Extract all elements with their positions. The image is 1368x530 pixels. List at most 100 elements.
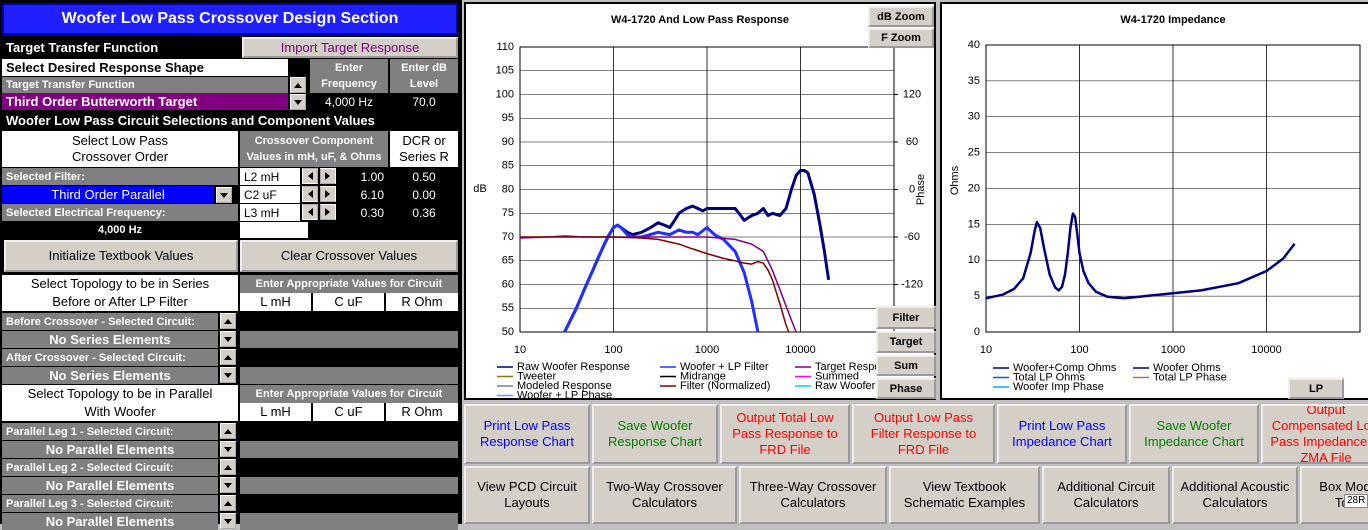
chart-title: W4-1720 And Low Pass Response [611, 14, 789, 26]
clear-button[interactable]: Clear Crossover Values [240, 240, 458, 272]
y-tick-label: 95 [502, 112, 514, 124]
scroll-down[interactable] [220, 477, 236, 493]
cell-reference: 28R [1344, 494, 1368, 508]
scroll-down[interactable] [290, 94, 306, 110]
column-header: L mH [240, 293, 311, 311]
x-tick-label: 10 [980, 344, 992, 356]
value-row [240, 331, 458, 348]
scroll-up[interactable] [220, 313, 236, 329]
chart-button[interactable]: LP [1288, 378, 1344, 399]
chart-button[interactable]: Phase [876, 378, 936, 399]
value-cell [313, 423, 384, 440]
scroll-up[interactable] [220, 459, 236, 475]
value-row [240, 367, 458, 384]
left-panel: Woofer Low Pass Crossover Design Section… [0, 0, 462, 530]
y-tick-label: 55 [502, 302, 514, 314]
init-button[interactable]: Initialize Textbook Values [4, 240, 238, 272]
blank-cell [240, 222, 308, 238]
x-tick-label: 10000 [1251, 344, 1282, 356]
scroll-down[interactable] [220, 331, 236, 347]
row-value: No Parallel Elements [2, 513, 218, 530]
action-button[interactable]: Additional Circuit Calculators [1042, 466, 1170, 524]
arrow-left[interactable] [302, 168, 318, 184]
action-button[interactable]: Print Low Pass Impedance Chart [997, 404, 1127, 464]
scroll-down[interactable] [220, 513, 236, 529]
component-dcr: 0.50 [390, 168, 458, 185]
arrow-left[interactable] [302, 186, 318, 202]
value-cell [240, 349, 311, 366]
label: Selected Filter: [2, 168, 238, 185]
y-tick-label: 80 [502, 183, 514, 195]
y-tick-label: 20 [968, 182, 980, 194]
chart-button[interactable]: Target [876, 331, 936, 353]
column-header: L mH [240, 403, 311, 421]
legend-label: Tweeter [517, 370, 556, 382]
y-axis-label: Ohms [949, 165, 961, 195]
scroll-down[interactable] [220, 441, 236, 457]
action-button[interactable]: Output Low Pass Filter Response to FRD F… [852, 404, 995, 464]
label: Target Transfer Function [2, 37, 240, 58]
row-value: No Series Elements [2, 367, 218, 384]
x-tick-label: 1000 [695, 344, 719, 356]
label: With Woofer [2, 403, 238, 421]
target-shape: Third Order Butterworth Target [2, 93, 288, 110]
legend-label: Woofer Imp Phase [1013, 381, 1104, 393]
response-chart: W4-1720 And Low Pass Response 50 55 60 65 70 7… [464, 2, 936, 400]
arrow-left[interactable] [302, 204, 318, 220]
action-button[interactable]: Two-Way Crossover Calculators [592, 466, 737, 524]
action-button[interactable]: Three-Way Crossover Calculators [739, 466, 887, 524]
action-button[interactable]: Output Total Low Pass Response to FRD Fi… [720, 404, 850, 464]
import-button[interactable]: Import Target Response [242, 37, 458, 58]
label: Select Topology to be in Series [2, 275, 238, 293]
action-button[interactable]: View Textbook Schematic Examples [889, 466, 1040, 524]
row-value: No Series Elements [2, 331, 218, 348]
action-button[interactable]: View PCD Circuit Layouts [464, 466, 590, 524]
label: Select Low Pass Crossover Order [2, 131, 238, 167]
header: Enter Appropriate Values for Circuit [240, 385, 458, 403]
action-button[interactable]: Save Woofer Response Chart [592, 404, 718, 464]
y-tick-label: 40 [968, 39, 980, 51]
series-line [985, 212, 1296, 300]
component-value: 0.30 [340, 204, 388, 221]
panel-title: Woofer Low Pass Crossover Design Section [2, 3, 458, 35]
arrow-right[interactable] [320, 168, 336, 184]
y2-axis-label: Phase [915, 174, 927, 205]
action-button[interactable]: Save Woofer Impedance Chart [1129, 404, 1259, 464]
scroll-up[interactable] [220, 423, 236, 439]
value-row [240, 441, 458, 458]
target-frequency: 4,000 Hz [310, 93, 388, 110]
action-button[interactable]: Print Low Pass Response Chart [464, 404, 590, 464]
arrow-right[interactable] [320, 204, 336, 220]
section-heading: Woofer Low Pass Circuit Selections and C… [2, 111, 458, 130]
component-name: L2 mH [240, 168, 300, 185]
arrow-right[interactable] [320, 186, 336, 202]
header: Enter Appropriate Values for Circuit [240, 275, 458, 293]
dropdown[interactable] [216, 187, 232, 203]
component-dcr: 0.00 [390, 186, 458, 203]
row-label: Parallel Leg 1 - Selected Circuit: [2, 423, 218, 440]
action-button[interactable]: Additional Acoustic Calculators [1172, 466, 1298, 524]
scroll-up[interactable] [220, 495, 236, 511]
y2-tick-label: 60 [906, 136, 918, 148]
value-cell [313, 349, 384, 366]
header: Enter dB Level [390, 59, 458, 93]
component-value: 6.10 [340, 186, 388, 203]
header: Crossover Component Values in mH, uF, & … [240, 131, 388, 167]
scroll-up[interactable] [220, 349, 236, 365]
y-tick-label: 35 [968, 75, 980, 87]
chart-button[interactable]: Sum [876, 355, 936, 376]
scroll-up[interactable] [290, 77, 306, 93]
target-level: 70.0 [390, 93, 458, 110]
y-tick-label: 90 [502, 136, 514, 148]
action-button[interactable]: Output Compensated Low Pass Impedance to… [1261, 404, 1368, 464]
value-cell [240, 313, 311, 330]
chart-button[interactable]: dB Zoom [868, 6, 934, 27]
chart-button[interactable]: F Zoom [868, 28, 934, 48]
y-axis-label: dB [473, 183, 486, 195]
y-tick-label: 75 [502, 207, 514, 219]
scroll-down[interactable] [220, 367, 236, 383]
label: Before or After LP Filter [2, 293, 238, 311]
legend-label: Woofer+Comp Ohms [1013, 362, 1117, 374]
chart-button[interactable]: Filter [876, 306, 936, 329]
